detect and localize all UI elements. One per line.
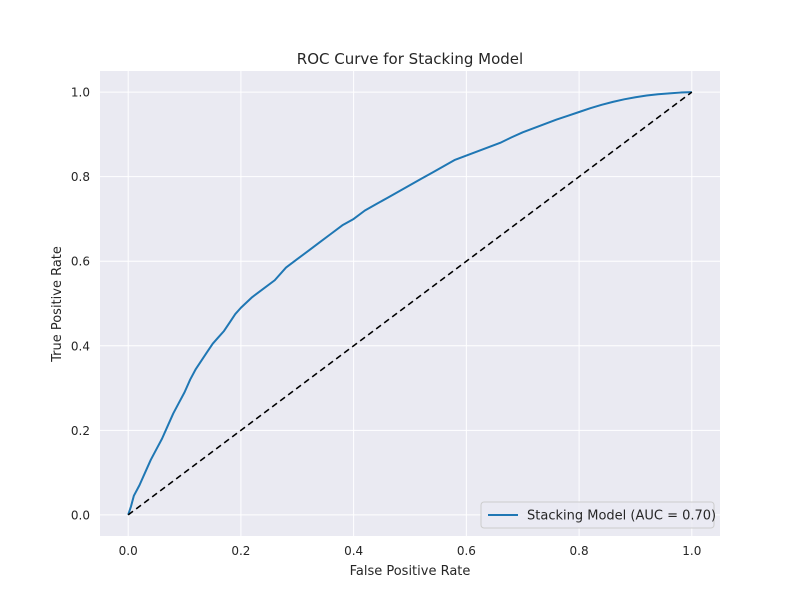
legend-box [480, 501, 715, 529]
x-tick-label: 1.0 [682, 544, 701, 558]
roc-curve-line [127, 91, 692, 516]
diagonal-reference-line [127, 91, 693, 516]
x-axis-label: False Positive Rate [350, 564, 471, 579]
legend: Stacking Model (AUC = 0.70) [480, 501, 716, 529]
x-tick-label: 0.6 [457, 544, 476, 558]
x-tick-label: 0.8 [570, 544, 589, 558]
y-tick-labels: 0.0 0.2 0.4 0.6 0.8 1.0 [71, 86, 90, 523]
y-tick-label: 1.0 [71, 86, 90, 100]
y-tick-label: 0.6 [71, 255, 90, 269]
y-tick-label: 0.4 [71, 339, 90, 353]
y-tick-label: 0.0 [71, 508, 90, 522]
x-tick-labels: 0.0 0.2 0.4 0.6 0.8 1.0 [119, 544, 702, 558]
x-tick-label: 0.2 [231, 544, 250, 558]
y-tick-label: 0.2 [71, 424, 90, 438]
x-tick-label: 0.0 [119, 544, 138, 558]
series-lines [127, 91, 693, 516]
chart-title: ROC Curve for Stacking Model [297, 50, 523, 68]
y-axis-label: True Positive Rate [50, 246, 65, 363]
legend-label: Stacking Model (AUC = 0.70) [527, 509, 716, 524]
x-tick-label: 0.4 [344, 544, 363, 558]
y-tick-label: 0.8 [71, 170, 90, 184]
